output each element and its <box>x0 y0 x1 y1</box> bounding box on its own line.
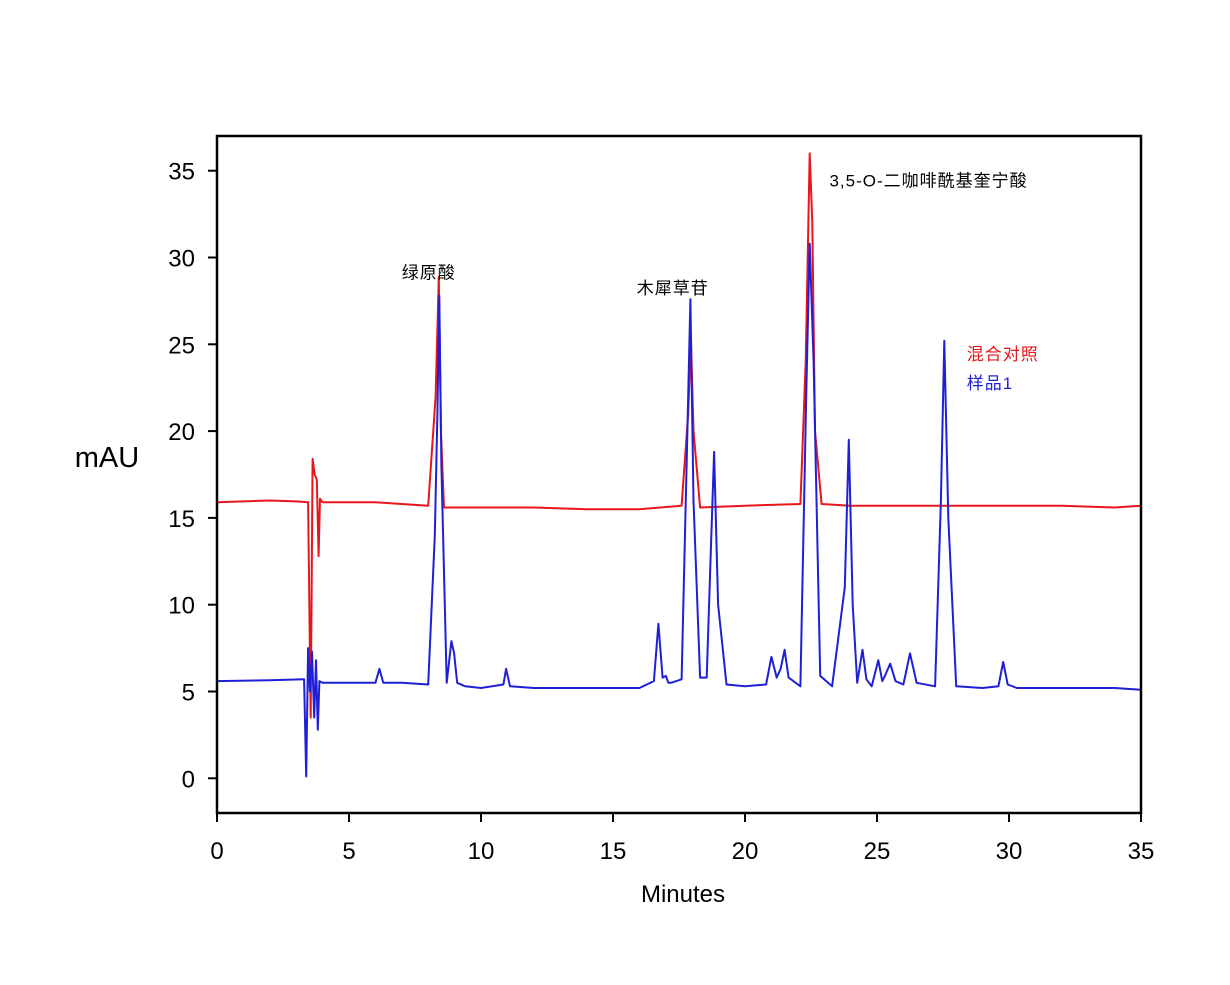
peak-label: 绿原酸 <box>402 263 456 282</box>
x-tick-label: 0 <box>210 838 223 865</box>
peak-label: 3,5-O-二咖啡酰基奎宁酸 <box>829 171 1027 190</box>
y-tick-label: 0 <box>182 766 195 793</box>
y-axis-ticks: 0 5 10 15 20 25 30 35 <box>168 159 217 793</box>
y-tick-label: 5 <box>182 679 195 706</box>
series-layer <box>216 152 1142 778</box>
series-line-1 <box>216 152 1142 719</box>
legend-entry: 样品1 <box>967 374 1013 393</box>
y-tick-label: 20 <box>168 419 195 446</box>
y-tick-label: 15 <box>168 506 195 533</box>
series-line-2 <box>216 242 1142 778</box>
x-axis-title: Minutes <box>641 881 725 908</box>
y-tick-label: 25 <box>168 332 195 359</box>
x-tick-label: 5 <box>342 838 355 865</box>
x-tick-label: 15 <box>600 838 627 865</box>
x-axis-ticks: 0 5 10 15 20 25 30 35 <box>210 813 1154 865</box>
x-tick-label: 25 <box>864 838 891 865</box>
peak-label: 木犀草苷 <box>637 279 709 298</box>
x-tick-label: 10 <box>468 838 495 865</box>
x-tick-label: 30 <box>996 838 1023 865</box>
y-tick-label: 30 <box>168 246 195 273</box>
y-axis-title: mAU <box>75 442 139 474</box>
y-tick-label: 35 <box>168 159 195 186</box>
x-tick-label: 35 <box>1128 838 1155 865</box>
y-tick-label: 10 <box>168 593 195 620</box>
legend-entry: 混合对照 <box>967 345 1039 364</box>
x-tick-label: 20 <box>732 838 759 865</box>
plot-frame <box>215 134 1143 815</box>
